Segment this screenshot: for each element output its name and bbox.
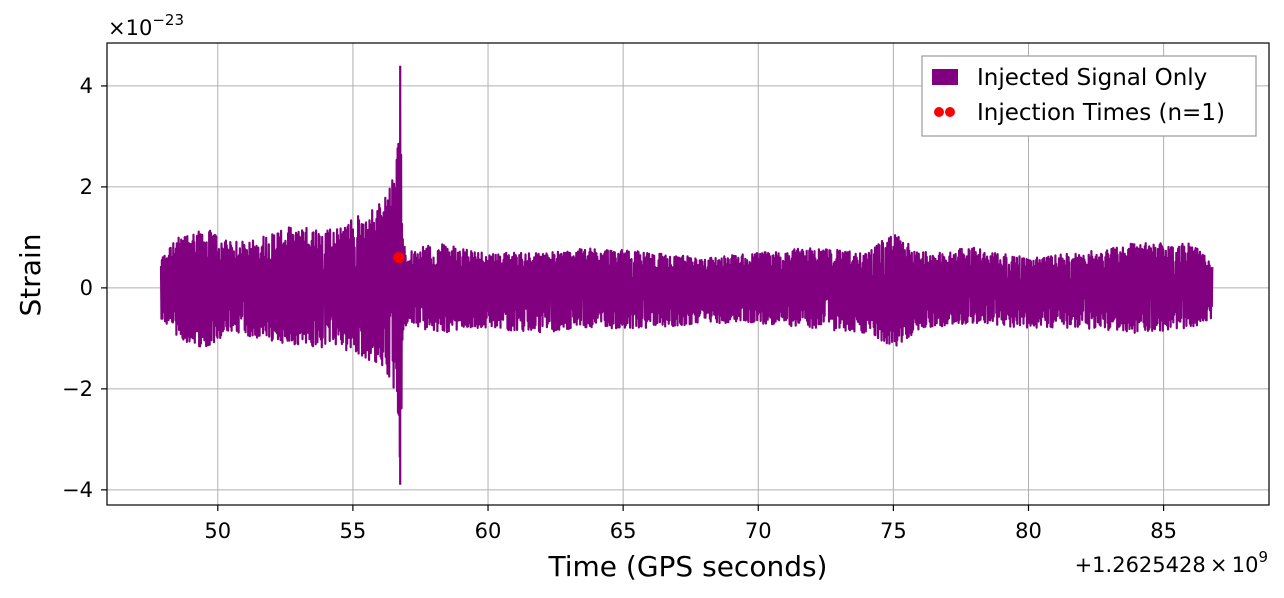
legend: Injected Signal Only Injection Times (n=… [921, 55, 1257, 137]
x-offset-exponent: 9 [1258, 548, 1268, 566]
x-axis-label: Time (GPS seconds) [548, 550, 828, 583]
x-tick-label: 55 [340, 519, 367, 543]
x-axis: 50 55 60 65 70 75 80 85 [204, 505, 1177, 543]
legend-marker-injection-2 [945, 107, 955, 117]
y-tick-label: −2 [62, 377, 93, 401]
y-axis: −4 −2 0 2 4 [62, 74, 107, 502]
y-scale-exponent: −23 [152, 11, 184, 29]
signal-series [159, 65, 1214, 485]
injection-time-point [393, 252, 405, 264]
y-tick-label: 2 [80, 175, 93, 199]
x-offset-label: +1.2625428 × 109 [1075, 548, 1268, 577]
x-tick-label: 65 [610, 519, 637, 543]
x-tick-label: 60 [475, 519, 502, 543]
x-tick-label: 75 [880, 519, 907, 543]
signal-trace [159, 65, 1214, 485]
x-tick-label: 80 [1015, 519, 1042, 543]
legend-label-signal: Injected Signal Only [977, 65, 1207, 91]
y-tick-label: −4 [62, 478, 93, 502]
x-tick-label: 85 [1150, 519, 1177, 543]
y-scale-label: ×10−23 [108, 11, 184, 40]
legend-swatch-signal [932, 69, 958, 85]
legend-label-injection: Injection Times (n=1) [977, 100, 1225, 126]
legend-box [921, 55, 1257, 137]
legend-marker-injection-1 [934, 107, 944, 117]
plot-frame [106, 42, 1270, 506]
x-tick-label: 70 [745, 519, 772, 543]
y-tick-label: 0 [80, 276, 93, 300]
x-tick-label: 50 [204, 519, 231, 543]
injection-markers [393, 252, 405, 264]
y-axis-label: Strain [14, 234, 47, 317]
y-tick-label: 4 [80, 74, 93, 98]
